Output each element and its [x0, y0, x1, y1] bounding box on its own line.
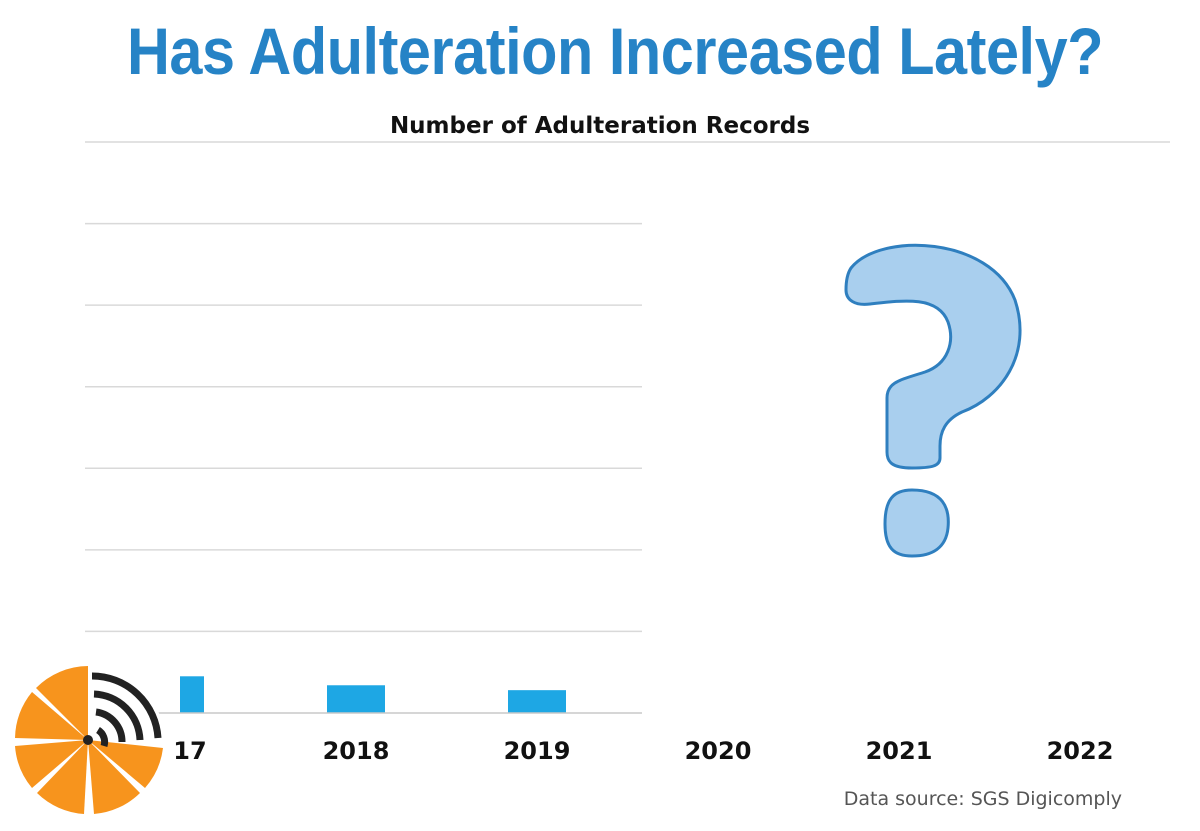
question-mark-icon	[844, 243, 1022, 558]
x-tick-label-2019: 2019	[504, 737, 571, 765]
bar-2018	[327, 685, 385, 713]
x-tick-label-2018: 2018	[323, 737, 390, 765]
citrus-signal-logo-icon	[12, 664, 164, 816]
chart-title: Number of Adulteration Records	[389, 113, 811, 139]
x-axis-labels: 17 2018 2019 2020 2021 2022	[173, 737, 1113, 765]
x-tick-label-2022: 2022	[1047, 737, 1114, 765]
x-tick-label-2020: 2020	[685, 737, 752, 765]
data-source-note: Data source: SGS Digicomply	[843, 788, 1122, 810]
bars	[180, 676, 566, 713]
x-tick-label-2017: 17	[173, 737, 206, 765]
slide-title: Has Adulteration Increased Lately?	[126, 14, 1104, 88]
bar-2019	[508, 690, 566, 713]
gridlines	[85, 222, 642, 633]
x-tick-label-2021: 2021	[866, 737, 933, 765]
bar-2017	[180, 676, 204, 713]
